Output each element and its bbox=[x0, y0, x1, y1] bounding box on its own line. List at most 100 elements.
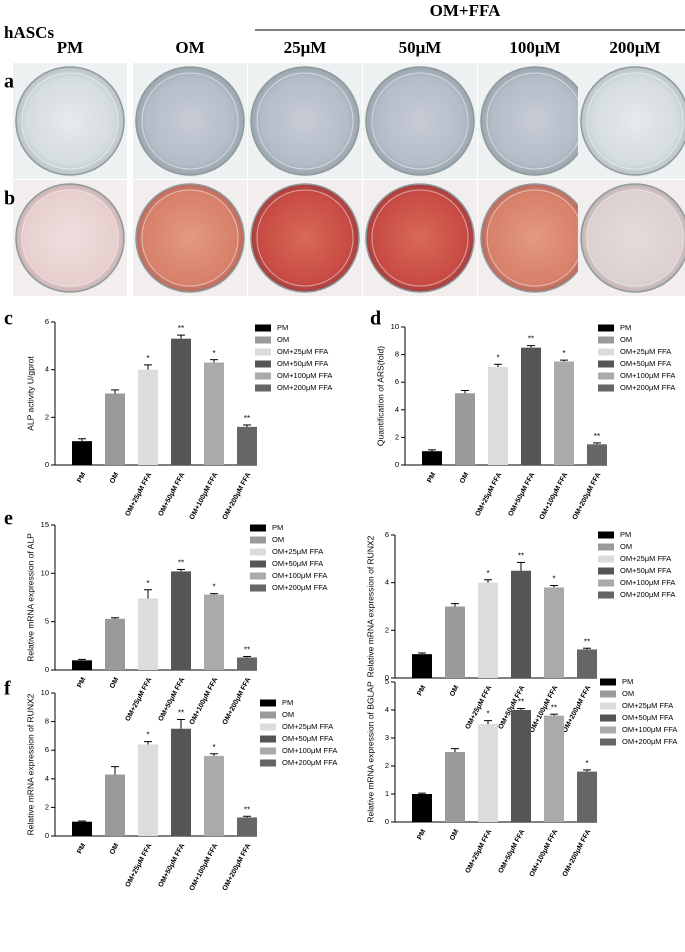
legend-swatch bbox=[250, 584, 266, 592]
x-tick-label: OM+200μM FFA bbox=[562, 829, 593, 878]
x-tick-label: OM+25μM FFA bbox=[464, 685, 493, 731]
y-tick-label: 4 bbox=[395, 405, 399, 414]
bar bbox=[478, 582, 498, 678]
y-tick-label: 2 bbox=[385, 761, 389, 770]
legend-swatch bbox=[598, 360, 614, 368]
x-tick-label: OM+200μM FFA bbox=[222, 843, 253, 892]
bar bbox=[138, 598, 158, 670]
legend-label: OM+100μM FFA bbox=[620, 578, 675, 587]
x-tick-label: OM+25μM FFA bbox=[124, 677, 153, 723]
bar bbox=[488, 367, 508, 465]
dish bbox=[480, 183, 590, 293]
legend-swatch bbox=[598, 555, 614, 563]
legend-swatch bbox=[598, 324, 614, 332]
bar bbox=[478, 724, 498, 822]
y-tick-label: 2 bbox=[45, 802, 49, 811]
legend-swatch bbox=[600, 702, 616, 710]
legend-swatch bbox=[260, 735, 276, 743]
y-tick-label: 8 bbox=[45, 717, 49, 726]
significance: * bbox=[585, 759, 588, 768]
dish bbox=[580, 183, 685, 293]
bar bbox=[171, 728, 191, 836]
legend-swatch bbox=[255, 372, 271, 380]
y-tick-label: 6 bbox=[45, 317, 49, 326]
y-tick-label: 0 bbox=[385, 673, 389, 682]
bar bbox=[412, 794, 432, 822]
significance: * bbox=[562, 349, 565, 358]
bar bbox=[577, 771, 597, 822]
dish bbox=[365, 66, 475, 176]
legend-label: OM+25μM FFA bbox=[272, 547, 323, 556]
legend-swatch bbox=[598, 336, 614, 344]
x-tick-label: OM+200μM FFA bbox=[562, 685, 593, 734]
legend-label: PM bbox=[620, 323, 631, 332]
bar bbox=[105, 393, 125, 465]
panel-label: f bbox=[4, 678, 11, 700]
legend-swatch bbox=[598, 579, 614, 587]
legend-swatch bbox=[598, 384, 614, 392]
x-tick-label: PM bbox=[426, 471, 437, 484]
x-tick-label: OM+100μM FFA bbox=[539, 472, 570, 521]
y-tick-label: 10 bbox=[41, 688, 49, 697]
y-tick-label: 0 bbox=[45, 831, 49, 840]
significance: ** bbox=[518, 552, 524, 561]
dish-rim bbox=[141, 189, 239, 287]
dish bbox=[250, 66, 360, 176]
x-tick-label: OM+25μM FFA bbox=[124, 843, 153, 889]
bar bbox=[72, 441, 92, 465]
bar bbox=[138, 369, 158, 465]
dish bbox=[15, 183, 125, 293]
legend-swatch bbox=[250, 548, 266, 556]
bar bbox=[455, 393, 475, 465]
significance: ** bbox=[584, 637, 590, 646]
y-tick-label: 2 bbox=[385, 625, 389, 634]
bar bbox=[544, 587, 564, 678]
x-tick-label: OM bbox=[109, 842, 121, 855]
legend-label: OM+200μM FFA bbox=[620, 383, 675, 392]
significance: * bbox=[146, 354, 149, 363]
legend-label: OM+25μM FFA bbox=[277, 347, 328, 356]
dish bbox=[15, 66, 125, 176]
legend-label: OM+25μM FFA bbox=[620, 347, 671, 356]
legend-label: OM bbox=[272, 535, 284, 544]
x-tick-label: OM+100μM FFA bbox=[189, 677, 220, 726]
legend-label: OM bbox=[277, 335, 289, 344]
significance: * bbox=[486, 710, 489, 719]
significance: ** bbox=[528, 335, 534, 344]
legend-label: OM+200μM FFA bbox=[272, 583, 327, 592]
legend-label: OM+200μM FFA bbox=[620, 590, 675, 599]
x-tick-label: OM+25μM FFA bbox=[124, 472, 153, 518]
significance: ** bbox=[551, 703, 557, 712]
significance: ** bbox=[178, 324, 184, 333]
legend-swatch bbox=[598, 543, 614, 551]
y-axis-label: Relative mRNA expression of RUNX2 bbox=[25, 693, 35, 835]
row-label: a bbox=[4, 71, 14, 93]
y-axis-label: ALP activity U/gprot bbox=[25, 356, 35, 431]
legend-swatch bbox=[250, 572, 266, 580]
legend-swatch bbox=[250, 560, 266, 568]
x-tick-label: OM+200μM FFA bbox=[222, 677, 253, 726]
legend-swatch bbox=[600, 726, 616, 734]
x-tick-label: OM+25μM FFA bbox=[464, 829, 493, 875]
legend-label: OM bbox=[622, 689, 634, 698]
legend-label: OM+200μM FFA bbox=[622, 737, 677, 746]
x-tick-label: PM bbox=[76, 842, 87, 855]
dish bbox=[480, 66, 590, 176]
bar bbox=[105, 774, 125, 836]
legend-label: OM bbox=[620, 335, 632, 344]
significance: ** bbox=[178, 559, 184, 568]
significance: * bbox=[212, 583, 215, 592]
legend-swatch bbox=[598, 531, 614, 539]
y-tick-label: 15 bbox=[41, 520, 49, 529]
dish bbox=[365, 183, 475, 293]
dish-rim bbox=[586, 189, 684, 287]
legend-swatch bbox=[255, 384, 271, 392]
column-label: PM bbox=[57, 38, 83, 57]
y-tick-label: 0 bbox=[45, 460, 49, 469]
legend-label: OM+100μM FFA bbox=[620, 371, 675, 380]
x-tick-label: OM+100μM FFA bbox=[529, 829, 560, 878]
significance: ** bbox=[594, 432, 600, 441]
bar bbox=[554, 361, 574, 465]
column-label: 25μM bbox=[284, 38, 327, 57]
x-tick-label: PM bbox=[76, 471, 87, 484]
